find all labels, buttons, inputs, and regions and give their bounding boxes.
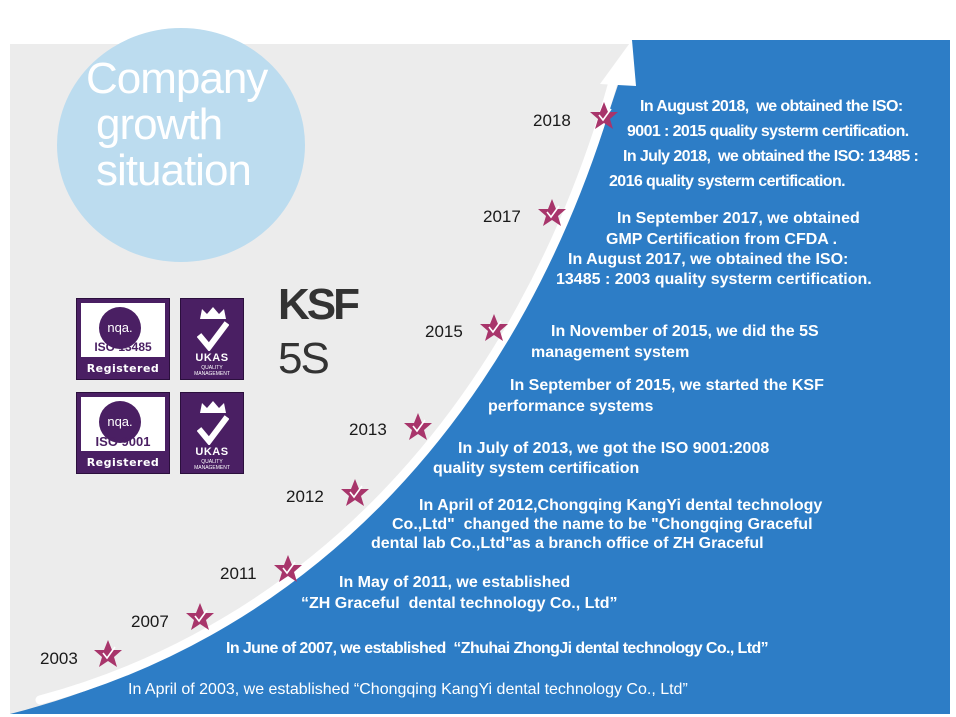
event-2012-line-1: In April of 2012,Chongqing KangYi dental… [419,497,823,514]
crown-icon [200,401,226,413]
ksf-logo: KSF [278,280,360,329]
ukas-sub-1: QUALITY [201,459,223,465]
badge-standard: ISO 13485 [94,340,152,354]
event-2013-line-2: quality system certification [433,460,640,477]
year-label-2012: 2012 [286,487,324,506]
event-2015-nov-line-1: In November of 2015, we did the 5S [551,323,819,340]
event-2018-line-4: 2016 quality systerm certification. [609,173,846,190]
ukas-label: UKAS [195,446,229,458]
event-2012-line-3: dental lab Co.,Ltd"as a branch office of… [371,535,764,552]
growth-arrow-head [600,40,636,86]
year-label-2007: 2007 [131,612,169,631]
event-2018-line-3: In July 2018, we obtained the ISO: 13485… [623,148,919,165]
badge-status: Registered [86,456,160,469]
event-2017-line-3: In August 2017, we obtained the ISO: [568,251,849,268]
event-2018-line-2: 9001 : 2015 quality systerm certificatio… [627,123,909,140]
star-check-icon [480,314,508,341]
badge-standard: ISO 9001 [95,434,151,449]
year-label-2015: 2015 [425,322,463,341]
title-line-1: Company [86,54,268,103]
event-2011-line-1: In May of 2011, we established [339,574,571,591]
ukas-label: UKAS [195,352,229,364]
nqa-logo: nqa. [99,401,141,443]
event-2013-line-1: In July of 2013, we got the ISO 9001:200… [458,440,770,457]
event-2015-sep-line-2: performance systems [488,398,654,415]
ukas-badge-2: UKAS QUALITY MANAGEMENT [180,392,244,474]
ukas-sub-2: MANAGEMENT [194,465,230,471]
ukas-sub-2: MANAGEMENT [194,371,230,377]
event-2015-nov-line-2: management system [531,344,690,361]
checkmark-icon [197,415,229,445]
event-2017-line-2: GMP Certification from CFDA . [606,231,838,248]
title-line-3: situation [96,146,252,195]
5s-logo: 5S [278,334,330,383]
ukas-badge-1: UKAS QUALITY MANAGEMENT [180,298,244,380]
checkmark-icon [197,321,229,351]
crown-icon [200,307,226,319]
year-label-2003: 2003 [40,649,78,668]
event-2012-line-2: Co.,Ltd" changed the name to be "Chongqi… [392,516,813,533]
event-2011-line-2: “ZH Graceful dental technology Co., Ltd” [301,595,618,612]
star-check-icon [404,413,432,440]
star-check-icon [186,603,214,630]
growth-arrow-curve [35,67,621,705]
title-circle [57,28,305,262]
ukas-sub-1: QUALITY [201,365,223,371]
star-check-icon [94,640,122,667]
star-check-icon [274,555,302,582]
event-2017-line-4: 13485 : 2003 quality systerm certificati… [556,271,872,288]
event-2015-sep-line-1: In September of 2015, we started the KSF [510,377,824,394]
event-2017-line-1: In September 2017, we obtained [617,210,860,227]
event-2018-line-1: In August 2018, we obtained the ISO: [640,98,903,115]
iso9001-badge: nqa. ISO 9001 Registered [76,392,170,474]
ukas-sub: QUALITY MANAGEMENT [181,459,243,471]
title-line-2: growth [96,100,223,149]
event-2007-line-1: In June of 2007, we established “Zhuhai … [226,640,769,657]
event-2003-line-1: In April of 2003, we established “Chongq… [128,681,688,698]
badge-status: Registered [86,362,160,375]
year-label-2017: 2017 [483,207,521,226]
page-title: Company growth situation [86,54,268,195]
star-check-icon [341,479,369,506]
ukas-sub: QUALITY MANAGEMENT [181,365,243,377]
year-label-2011: 2011 [220,564,257,583]
iso13485-badge: nqa. ISO 13485 Registered [76,298,170,380]
year-label-2013: 2013 [349,420,387,439]
nqa-logo: nqa. [99,307,141,349]
year-label-2018: 2018 [533,111,571,130]
star-check-icon [538,199,566,226]
star-check-icon [590,102,618,129]
